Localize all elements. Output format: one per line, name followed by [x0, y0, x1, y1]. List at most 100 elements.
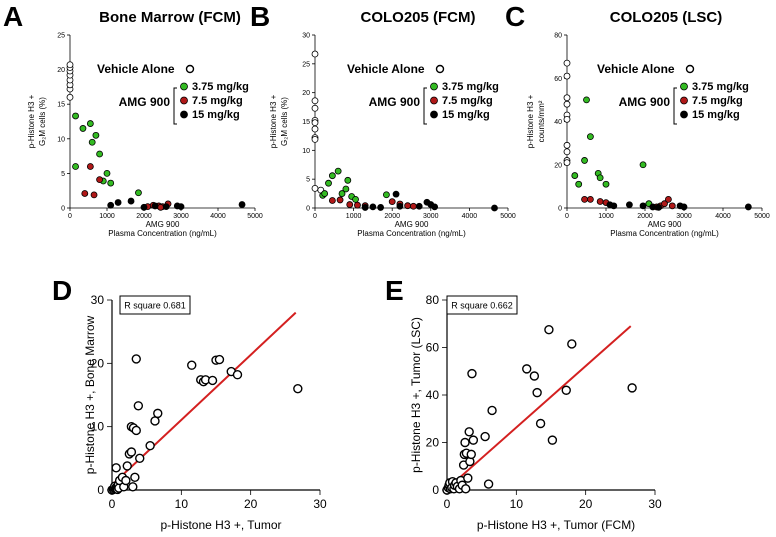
- panel-letter: C: [505, 1, 525, 32]
- y-tick-label: 0: [61, 206, 65, 213]
- data-point: [131, 354, 141, 364]
- data-point: [627, 383, 637, 393]
- legend-bracket: [673, 87, 677, 125]
- data-point-vehicle: [563, 100, 571, 108]
- data-point: [187, 360, 197, 370]
- y-axis-label-line2: counts/mm²: [537, 100, 546, 142]
- y-tick-label: 0: [432, 483, 439, 497]
- data-point-d375: [596, 174, 604, 182]
- y-tick-label: 80: [554, 33, 562, 40]
- data-point: [529, 371, 540, 381]
- data-point-d375: [352, 195, 359, 203]
- legend-d15-label: 15 mg/kg: [192, 109, 240, 121]
- y-axis-label: p-Histone H3 +: [269, 94, 278, 148]
- data-point-vehicle: [563, 59, 571, 67]
- data-point: [214, 354, 225, 365]
- y-tick-label: 40: [426, 388, 440, 402]
- data-point-vehicle: [311, 119, 319, 127]
- data-point-d75: [81, 190, 89, 197]
- y-tick-label: 20: [426, 436, 440, 450]
- panel-a: A Bone Marrow (FCM) 0 1000 2000 3000 4000 5000 0…: [3, 1, 263, 238]
- y-tick-label: 20: [57, 67, 65, 74]
- panel-title: Bone Marrow (FCM): [99, 9, 241, 26]
- panel-letter: D: [52, 275, 72, 306]
- y-tick-label: 20: [91, 356, 105, 370]
- data-point-d75: [354, 201, 361, 209]
- data-point: [150, 416, 160, 426]
- data-point: [207, 375, 218, 386]
- data-point: [153, 408, 163, 419]
- data-point-d15: [114, 199, 122, 206]
- legend-d15-label: 15 mg/kg: [692, 109, 740, 121]
- x-axis-label: p-Histone H3 +, Tumor: [160, 518, 281, 532]
- data-point-d375: [328, 172, 336, 180]
- x-tick-label: 2000: [136, 213, 152, 220]
- x-tick-label: 1000: [598, 213, 614, 220]
- r-square-box: [119, 295, 191, 315]
- data-point: [466, 449, 476, 460]
- legend-d75-label: 7.5 mg/kg: [442, 95, 493, 107]
- data-point-d15: [649, 203, 657, 211]
- x-tick-label: 1000: [99, 213, 115, 220]
- legend-d75-marker: [180, 96, 188, 105]
- data-point-d75: [346, 201, 354, 208]
- data-point-vehicle: [563, 148, 571, 156]
- data-point: [121, 475, 131, 486]
- x-tick-label: 3000: [676, 213, 692, 220]
- y-tick-label: 80: [426, 293, 440, 307]
- x-tick-label: 1000: [346, 213, 362, 220]
- y-tick-label: 20: [302, 90, 310, 97]
- y-tick-label: 0: [306, 206, 310, 213]
- data-point-vehicle: [311, 135, 319, 143]
- legend-vehicle-marker: [185, 64, 195, 74]
- data-point-d375: [107, 179, 115, 187]
- data-point-d75: [596, 198, 604, 205]
- data-point-d15: [177, 203, 185, 211]
- data-point-d15: [151, 202, 159, 210]
- data-point-d15: [626, 201, 633, 209]
- data-point: [467, 368, 477, 379]
- data-point-d75: [410, 202, 417, 210]
- data-point-d375: [334, 167, 342, 175]
- legend-d75-label: 7.5 mg/kg: [192, 95, 243, 107]
- panel-title: COLO205 (LSC): [610, 9, 723, 26]
- legend-d15-marker: [680, 110, 688, 119]
- data-point-d375: [92, 131, 100, 139]
- data-point-d15: [127, 197, 135, 205]
- data-point-vehicle: [311, 97, 319, 105]
- data-point-d375: [72, 163, 79, 170]
- data-point-d15: [140, 203, 148, 211]
- data-point: [131, 425, 141, 436]
- legend-d75-marker: [680, 96, 688, 105]
- data-point: [111, 463, 121, 473]
- x-tick-label: 4000: [210, 213, 226, 220]
- y-tick-label: 5: [306, 177, 310, 184]
- data-point-d375: [383, 191, 390, 199]
- legend-vehicle-label: Vehicle Alone: [97, 62, 175, 76]
- data-point: [532, 387, 542, 398]
- x-tick-label: 3000: [173, 213, 189, 220]
- data-point: [135, 453, 145, 464]
- data-point-d15: [361, 204, 369, 211]
- data-point-d15: [107, 201, 115, 209]
- x-tick-label: 30: [648, 497, 662, 511]
- x-axis-label: AMG 900: [648, 220, 682, 229]
- data-point-d75: [90, 191, 98, 199]
- y-tick-label: 10: [302, 148, 310, 155]
- y-tick-label: 60: [554, 76, 562, 83]
- data-point-d15: [680, 203, 688, 211]
- data-point-vehicle: [311, 50, 319, 58]
- data-point: [130, 472, 140, 483]
- data-point-vehicle: [311, 184, 319, 192]
- legend-d375-marker: [180, 82, 188, 91]
- data-point-d375: [86, 120, 94, 127]
- x-tick-label: 5000: [754, 213, 770, 220]
- data-point-d375: [321, 190, 329, 197]
- y-tick-label: 25: [302, 61, 310, 68]
- data-point-d75: [157, 203, 165, 211]
- y-axis-label: p-Histone H3 +, Tumor (LSC): [409, 317, 423, 473]
- x-tick-label: 10: [175, 497, 189, 511]
- y-tick-label: 20: [554, 162, 562, 169]
